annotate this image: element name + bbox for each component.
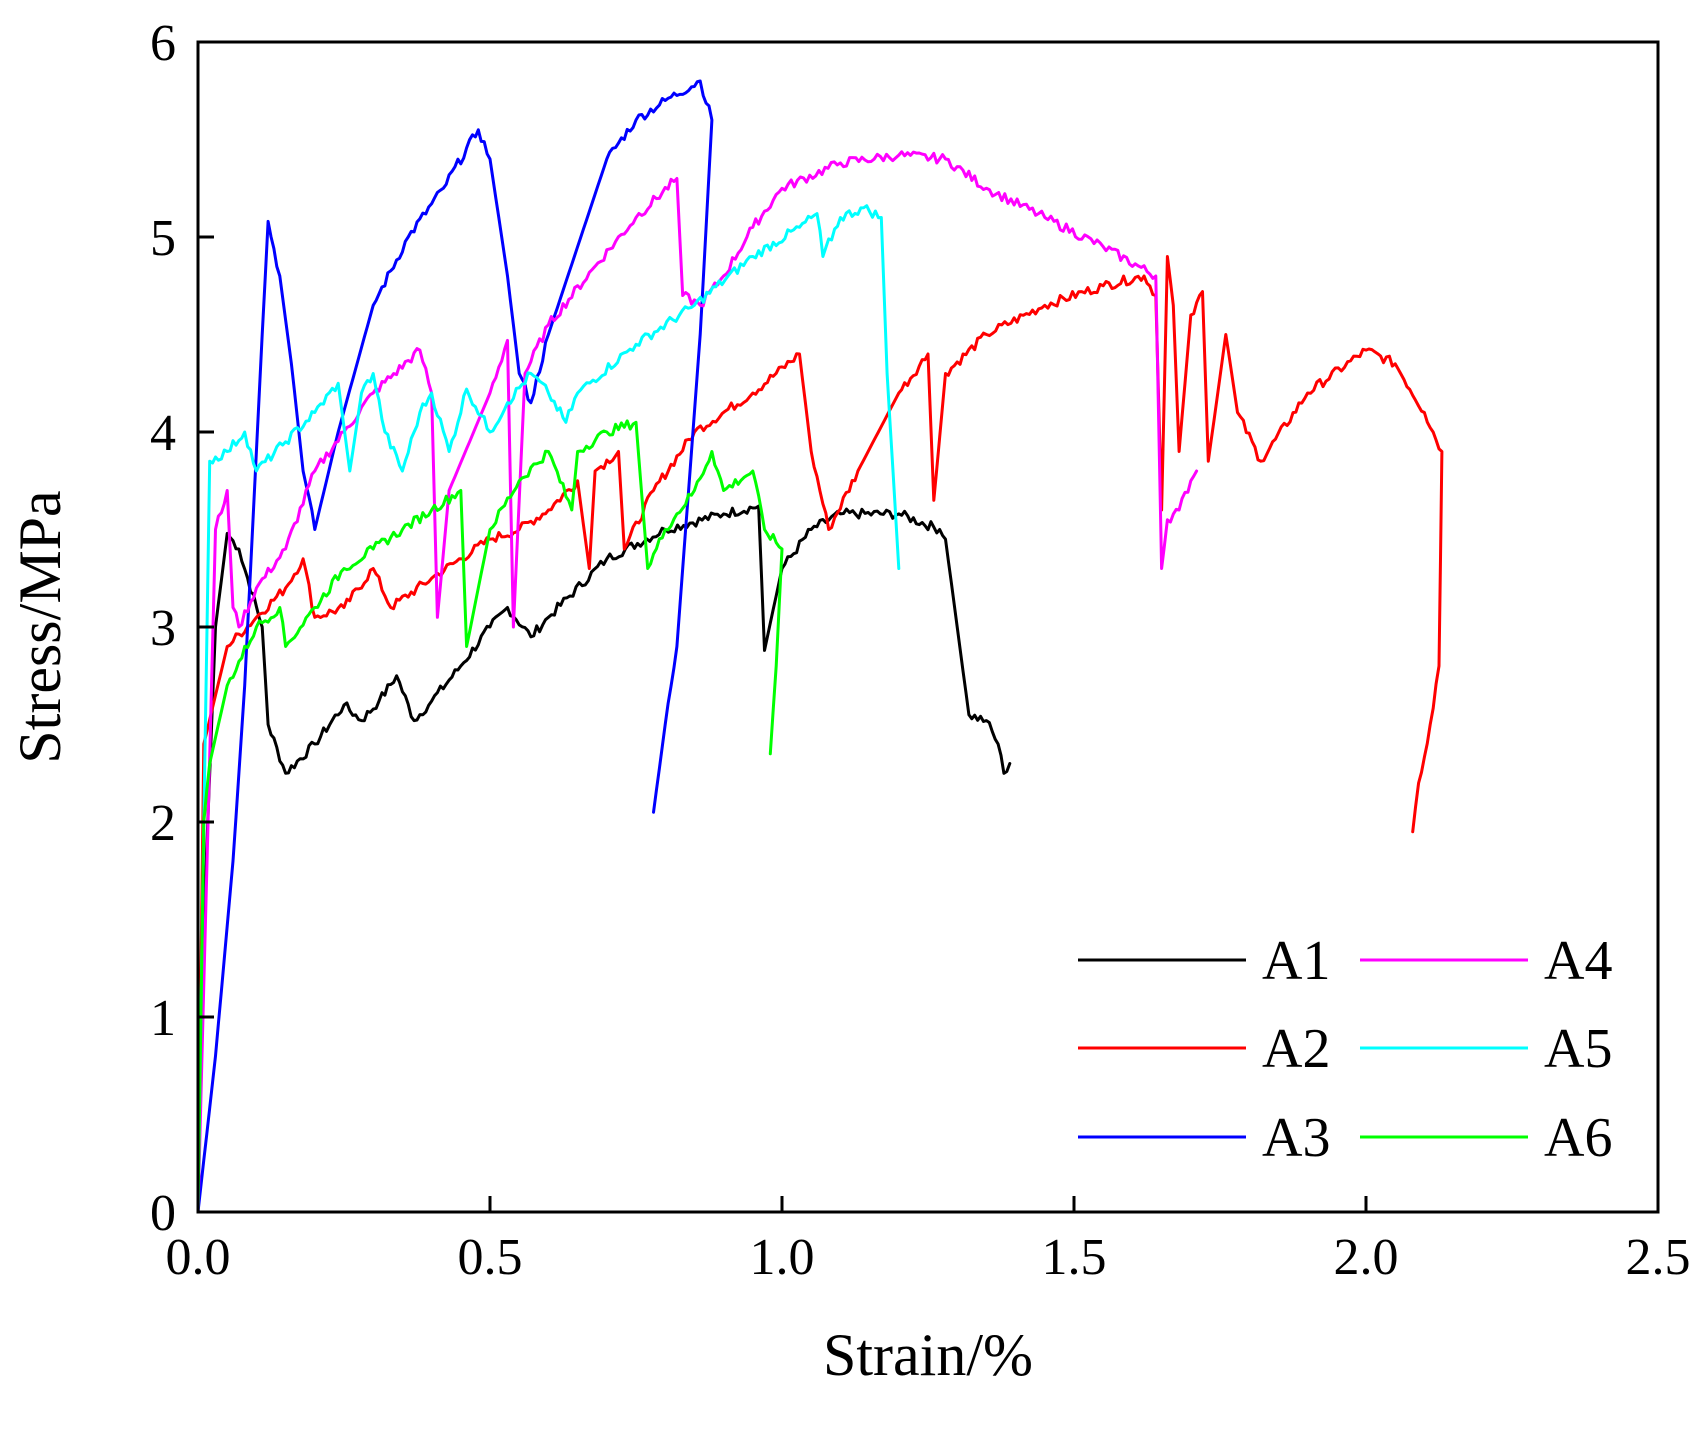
legend-label-a6: A6 <box>1544 1107 1612 1169</box>
legend-label-a1: A1 <box>1262 930 1330 992</box>
series-line-a6 <box>196 419 784 1214</box>
x-tick-label: 2.5 <box>1626 1229 1691 1286</box>
x-axis-title: Strain/% <box>823 1322 1033 1388</box>
series-line-a1 <box>196 504 1012 1214</box>
series-line-a5 <box>196 204 901 1214</box>
legend-label-a3: A3 <box>1262 1107 1330 1169</box>
x-tick-label: 2.0 <box>1334 1229 1399 1286</box>
y-tick-label: 4 <box>150 405 176 462</box>
x-tick-label: 0.5 <box>458 1229 523 1286</box>
y-tick-label: 6 <box>150 15 176 72</box>
x-tick-label: 1.5 <box>1042 1229 1107 1286</box>
legend-label-a2: A2 <box>1262 1018 1330 1080</box>
y-tick-label: 1 <box>150 990 176 1047</box>
x-tick-label: 1.0 <box>750 1229 815 1286</box>
legend: A1 A2 A3 A4 A5 A6 <box>1078 930 1612 1169</box>
x-tick-label: 0.0 <box>166 1229 231 1286</box>
series-line-a3 <box>196 79 714 1214</box>
y-tick-label: 5 <box>150 210 176 267</box>
legend-label-a5: A5 <box>1544 1018 1612 1080</box>
series-layer <box>196 79 1444 1214</box>
legend-label-a4: A4 <box>1544 930 1612 992</box>
axis-ticks: 0.0 0.5 1.0 1.5 2.0 2.5 0 1 2 3 4 5 6 <box>150 15 1691 1286</box>
series-line-a2 <box>196 255 1444 1214</box>
y-tick-label: 3 <box>150 600 176 657</box>
y-tick-label: 2 <box>150 795 176 852</box>
series-line-a4 <box>196 150 1199 1214</box>
y-axis-title: Stress/MPa <box>7 490 73 763</box>
y-tick-label: 0 <box>150 1185 176 1242</box>
